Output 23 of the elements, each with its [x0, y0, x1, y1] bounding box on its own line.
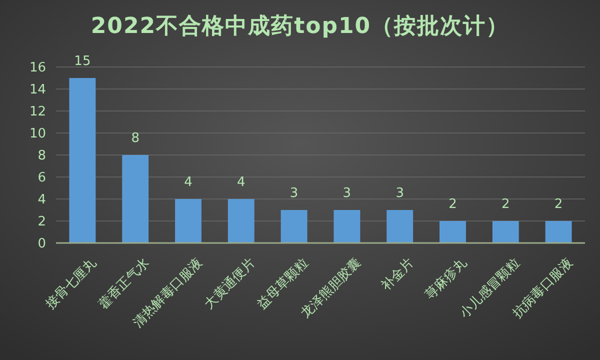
data-label: 3 — [290, 186, 298, 201]
y-tick-label: 6 — [38, 170, 46, 186]
data-label: 15 — [74, 54, 91, 69]
x-tick-label: 荨麻疹丸 — [422, 256, 470, 304]
data-label: 3 — [396, 186, 404, 201]
chart-title: 2022不合格中成药top10（按批次计） — [90, 14, 510, 39]
data-label: 2 — [554, 197, 563, 212]
y-tick-label: 10 — [29, 126, 46, 142]
data-label: 8 — [131, 131, 140, 146]
y-tick-label: 16 — [29, 60, 46, 76]
y-tick-label: 4 — [38, 192, 46, 208]
x-tick-label: 大黄通便片 — [202, 256, 258, 312]
y-tick-label: 12 — [29, 104, 46, 120]
data-label: 2 — [502, 197, 510, 212]
data-label: 4 — [184, 175, 192, 190]
y-tick-label: 0 — [38, 236, 46, 252]
data-label: 2 — [448, 197, 457, 212]
y-tick-label: 8 — [38, 148, 46, 164]
x-tick-label: 补金片 — [378, 256, 418, 294]
y-tick-label: 2 — [38, 214, 46, 230]
y-tick-label: 14 — [29, 82, 46, 98]
data-label: 3 — [342, 186, 352, 201]
data-label: 4 — [237, 175, 246, 190]
